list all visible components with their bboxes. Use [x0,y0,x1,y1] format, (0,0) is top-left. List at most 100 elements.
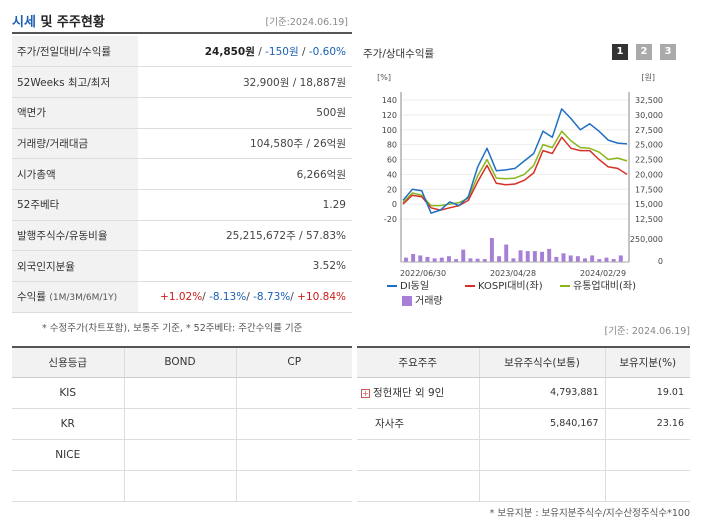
left-axis-unit: [%] [377,73,391,82]
table-row: 액면가 500원 [12,97,352,129]
holder-name-cell[interactable]: + 정헌재단 외 9인 [357,377,479,409]
holder-shares-cell [478,470,605,502]
chart-page-1-button[interactable]: 1 [612,44,628,60]
right-tick-label: 17,500 [635,185,663,194]
table-row [12,470,352,502]
right-tick-label: 22,500 [635,156,663,165]
table-row: 주가/전일대비/수익률 24,850원 / -150원 / -0.60% [12,36,352,68]
chart-page-2-button[interactable]: 2 [636,44,652,60]
chart-panel: 주가/상대수익률 1 2 3 [%] [원] 140 32,500 120 30,000 1… [357,36,690,308]
volume-bar [425,256,430,262]
cp-cell [235,408,352,440]
holder-pct-cell: 19.01 [604,377,690,409]
price-chart: [%] [원] 140 32,500 120 30,000 100 27,500 80 25,00… [377,73,663,278]
holder-shares-cell: 5,840,167 [478,408,605,440]
x-tick-label: 2022/06/30 [400,269,446,278]
table-header-row: 신용등급 BOND CP [12,346,352,378]
bond-cell [123,470,236,502]
right-tick-label: 27,500 [635,126,663,135]
week52-value: 32,900원 / 18,887원 [138,66,352,98]
info-footnote: * 수정주가(차트포함), 보통주 기준, * 52주베타: 주간수익률 기준 [42,323,303,334]
column-header: CP [235,346,352,378]
right-tick-label: 12,500 [635,215,663,224]
holder-name-cell [357,439,479,471]
legend-item-volume: 거래량 [402,292,443,307]
holder-pct-cell [604,470,690,502]
volume-bar [439,257,444,262]
beta-label: 52주베타 [12,189,138,221]
volume-bar [511,258,516,262]
volume-bar [518,250,523,262]
volume-bar [475,258,480,262]
holder-pct-cell: 23.16 [604,408,690,440]
left-tick-label: -20 [384,215,397,224]
table-row: 자사주 5,840,167 23.16 [357,408,690,440]
column-header: BOND [123,346,236,378]
right-tick-label: 25,000 [635,141,663,150]
table-header-row: 주요주주 보유주식수(보통) 보유지분(%) [357,346,690,378]
foreign-label: 외국인지분율 [12,250,138,282]
holder-name-cell [357,470,479,502]
price-value: 24,850원 / -150원 / -0.60% [138,36,352,68]
return-label: 수익률 (1M/3M/6M/1Y) [12,281,138,313]
mcap-value: 6,266억원 [138,158,352,190]
quote-info-table: 주가/전일대비/수익률 24,850원 / -150원 / -0.60% 52W… [12,36,352,313]
agency-cell [12,470,124,502]
reference-date: [기준:2024.06.19] [265,17,349,28]
left-tick-label: 40 [387,170,397,179]
foreign-value: 3.52% [138,250,352,282]
shares-value: 25,215,672주 / 57.83% [138,220,352,252]
table-row: KR [12,408,352,440]
right-axis-unit: [원] [641,73,655,82]
x-tick-label: 2023/04/28 [490,269,536,278]
volume-bar [597,259,602,262]
legend-item-sector: 유통업대비(좌) [560,277,636,292]
legend-swatch [387,285,397,287]
volume-bar [532,251,537,262]
bond-cell [123,408,236,440]
legend-swatch [560,285,570,287]
volume-bar [461,249,466,262]
right-tick-label: 20,000 [635,170,663,179]
volume-bar [411,254,416,262]
right-tick-label: 30,000 [635,111,663,120]
holder-shares-cell [478,439,605,471]
reference-date-2: [기준: 2024.06.19] [604,326,690,337]
chart-page-3-button[interactable]: 3 [660,44,676,60]
table-row: 발행주식수/유동비율 25,215,672주 / 57.83% [12,220,352,252]
table-row: NICE [12,439,352,471]
price-label: 주가/전일대비/수익률 [12,36,138,68]
par-label: 액면가 [12,97,138,129]
volume-bar [604,257,609,262]
holder-name-cell: 자사주 [357,408,479,440]
volume-value: 104,580주 / 26억원 [138,128,352,160]
shareholder-footnote: * 보유지분 : 보유지분주식수/지수산정주식수*100 [489,508,690,519]
volume-label: 거래량/거래대금 [12,128,138,160]
cp-cell [235,439,352,471]
legend-swatch [465,285,475,287]
right-tick-label: 15,000 [635,200,663,209]
volume-bar [590,255,595,262]
volume-tick-label: 0 [658,257,663,266]
par-value: 500원 [138,97,352,129]
expand-icon[interactable]: + [361,388,370,398]
volume-bar [418,255,423,262]
left-tick-label: 0 [392,200,397,209]
volume-bar [404,257,408,262]
volume-bar [568,255,573,262]
holder-shares-cell: 4,793,881 [478,377,605,409]
volume-bar [575,256,580,262]
table-row: 52Weeks 최고/최저 32,900원 / 18,887원 [12,66,352,98]
left-tick-label: 120 [382,111,397,120]
volume-bar [454,259,459,262]
return-value: +1.02%/ -8.13%/ -8.73%/ +10.84% [138,281,352,313]
credit-rating-table: 신용등급 BOND CP KIS KR NICE [12,346,352,502]
volume-bar [525,251,530,262]
left-tick-label: 20 [387,185,397,194]
volume-bar [468,258,473,262]
volume-bar [611,259,616,262]
table-row: 외국인지분율 3.52% [12,250,352,282]
volume-bar [489,238,494,262]
agency-cell: KIS [12,377,124,409]
table-row [357,470,690,502]
